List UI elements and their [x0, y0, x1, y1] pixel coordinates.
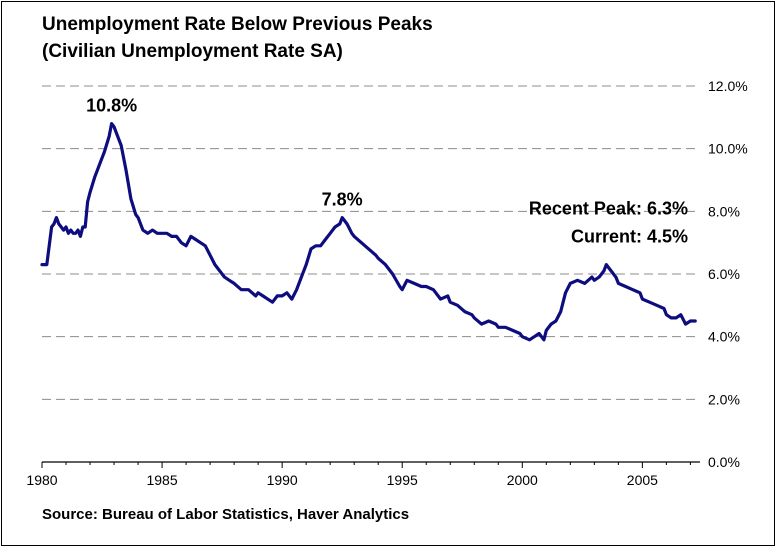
- source-note: Source: Bureau of Labor Statistics, Have…: [42, 506, 410, 523]
- y-tick-label: 10.0%: [708, 141, 748, 157]
- annotation-peak-1992: 7.8%: [322, 190, 363, 210]
- y-tick-label: 8.0%: [708, 203, 740, 219]
- annotation-recent-peak: Recent Peak: 6.3%: [529, 198, 688, 218]
- tick-labels: 0.0% 2.0% 4.0% 6.0% 8.0% 10.0% 12.0% 1980 1985 19…: [26, 78, 747, 488]
- y-tick-label: 2.0%: [708, 391, 740, 407]
- axes: [41, 461, 700, 468]
- x-tick-label: 1980: [26, 472, 57, 488]
- gridlines: [42, 85, 700, 400]
- x-tick-label: 1990: [267, 472, 298, 488]
- y-tick-label: 4.0%: [708, 329, 740, 345]
- series-layer: [40, 121, 697, 342]
- annotation-current: Current: 4.5%: [571, 227, 688, 247]
- x-tick-label: 1995: [387, 472, 418, 488]
- x-tick-label: 1985: [146, 472, 177, 488]
- x-tick-label: 2005: [627, 472, 658, 488]
- annotations: 10.8% 7.8% Recent Peak: 6.3% Current: 4.5%: [86, 96, 688, 247]
- x-tick-label: 2000: [507, 472, 538, 488]
- unemployment-rate-line: [40, 121, 697, 342]
- chart-subtitle: (Civilian Unemployment Rate SA): [42, 41, 343, 62]
- y-tick-label: 0.0%: [708, 454, 740, 470]
- y-tick-label: 12.0%: [708, 78, 748, 94]
- y-tick-label: 6.0%: [708, 266, 740, 282]
- chart-title: Unemployment Rate Below Previous Peaks: [42, 14, 433, 35]
- annotation-peak-1982: 10.8%: [86, 96, 137, 116]
